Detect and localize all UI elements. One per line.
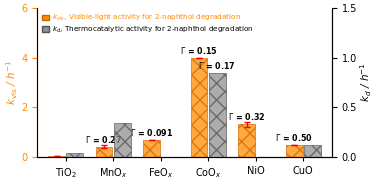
Text: $\it{\Gamma}$ = 0.32: $\it{\Gamma}$ = 0.32 bbox=[228, 111, 266, 122]
Text: $\it{\Gamma}$ = 0.27: $\it{\Gamma}$ = 0.27 bbox=[85, 134, 123, 145]
Legend: $k_\mathrm{vis}$, Visible-light activity for 2-naphthol degradation, $k_d$, Ther: $k_\mathrm{vis}$, Visible-light activity… bbox=[41, 12, 256, 36]
Bar bbox=[191, 58, 208, 157]
Bar bbox=[67, 153, 83, 157]
Y-axis label: $k_d$ / h$^{-1}$: $k_d$ / h$^{-1}$ bbox=[358, 63, 374, 102]
Bar bbox=[96, 147, 112, 157]
Y-axis label: $k_\mathrm{vis}$ / h$^{-1}$: $k_\mathrm{vis}$ / h$^{-1}$ bbox=[4, 60, 20, 105]
Bar bbox=[239, 124, 255, 157]
Bar bbox=[48, 156, 65, 157]
Bar bbox=[286, 145, 302, 157]
Text: $\it{\Gamma}$ = 0.17: $\it{\Gamma}$ = 0.17 bbox=[198, 60, 236, 71]
Text: $\it{\Gamma}$ = 0.15: $\it{\Gamma}$ = 0.15 bbox=[180, 45, 218, 56]
Text: $\it{\Gamma}$ = 0.091: $\it{\Gamma}$ = 0.091 bbox=[130, 127, 174, 138]
Bar bbox=[143, 140, 160, 157]
Bar bbox=[304, 145, 321, 157]
Bar bbox=[209, 73, 226, 157]
Bar bbox=[114, 123, 130, 157]
Text: $\it{\Gamma}$ = 0.50: $\it{\Gamma}$ = 0.50 bbox=[275, 132, 313, 143]
